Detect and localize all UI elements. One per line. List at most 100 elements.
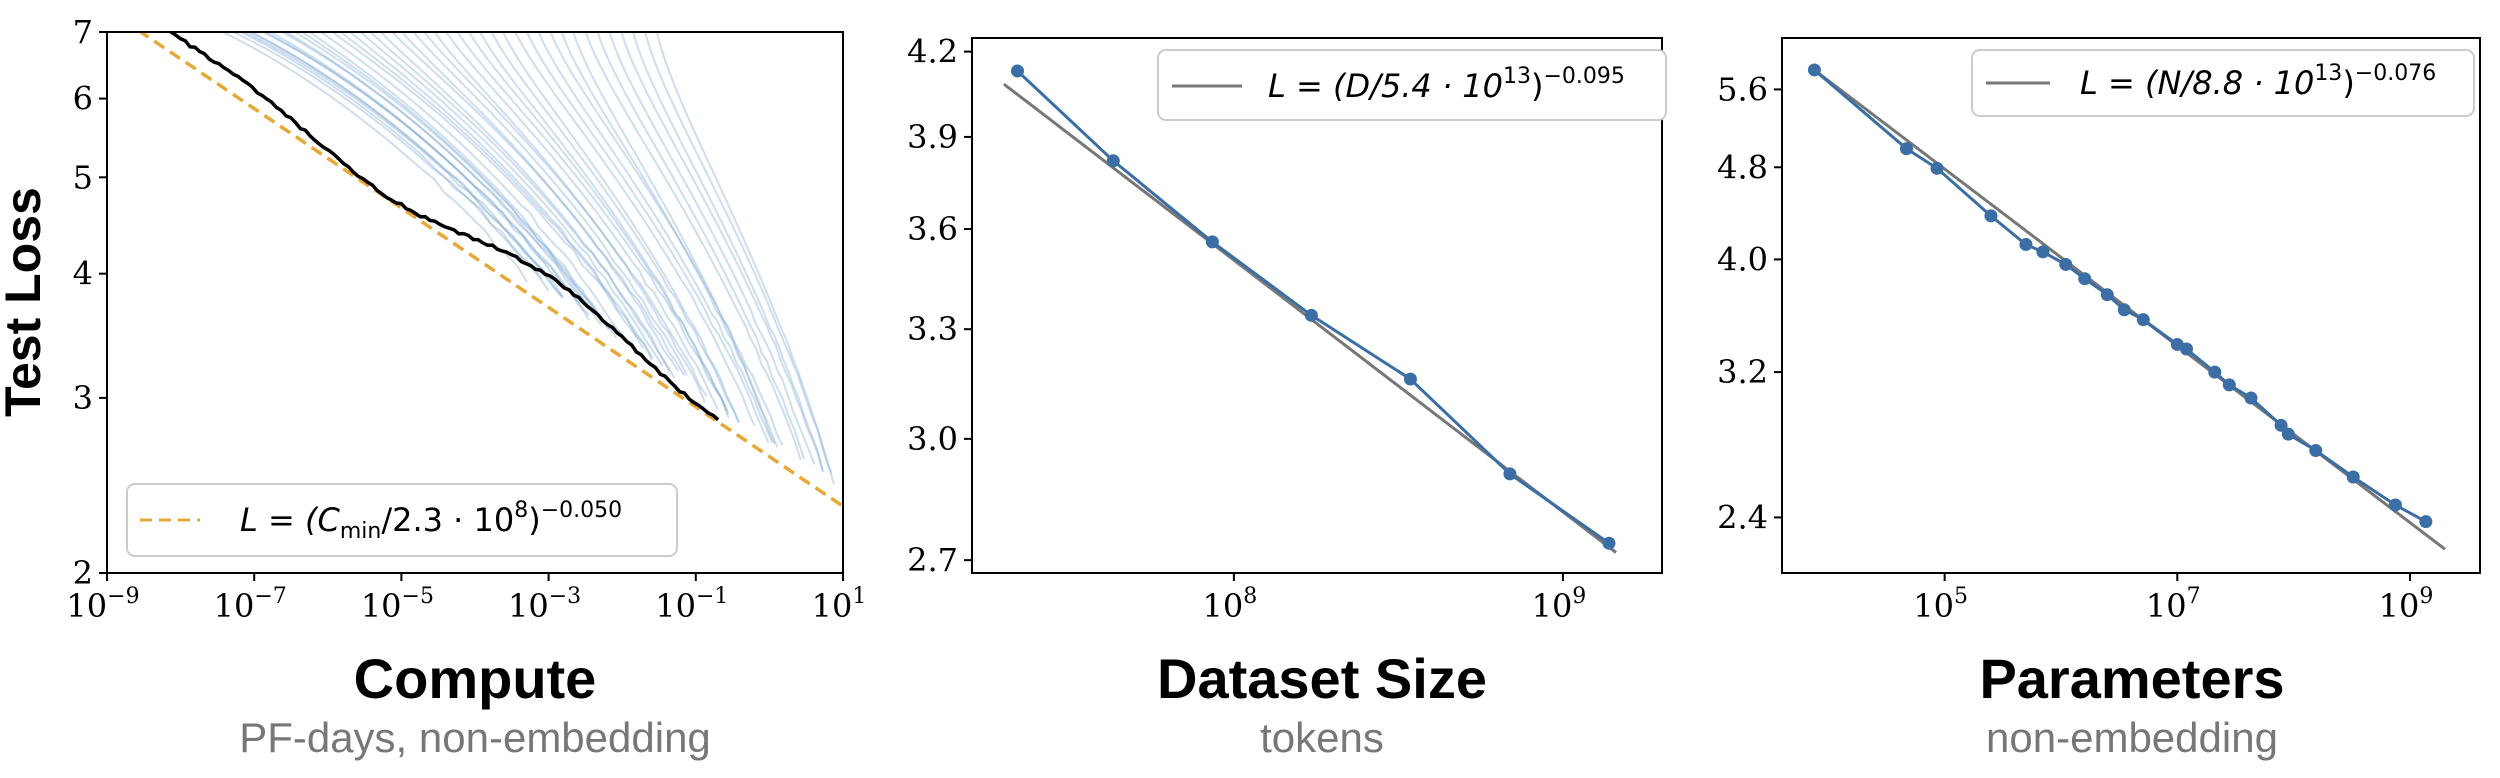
dataset-xtick-label: 109 bbox=[1532, 584, 1587, 625]
training-curve bbox=[549, 32, 784, 446]
dataset-xtick-label: 108 bbox=[1203, 584, 1258, 625]
parameters-data-point bbox=[2117, 303, 2131, 317]
parameters-xtick-label: 107 bbox=[2146, 584, 2201, 625]
parameters-data-point bbox=[2309, 444, 2323, 458]
training-curve bbox=[433, 32, 706, 403]
parameters-data-point bbox=[2100, 288, 2114, 302]
training-curve bbox=[231, 32, 550, 292]
training-curve bbox=[242, 32, 563, 298]
parameters-data-point bbox=[1930, 161, 1944, 175]
training-curve bbox=[444, 32, 719, 410]
compute-x-subtitle: PF-days, non-embedding bbox=[239, 714, 711, 761]
compute-frontier-line bbox=[165, 32, 720, 422]
training-curve bbox=[456, 32, 730, 419]
compute-ytick-label: 3 bbox=[73, 379, 93, 417]
parameters-data-point bbox=[2274, 418, 2288, 432]
parameters-ytick-label: 4.0 bbox=[1717, 240, 1768, 278]
training-curve bbox=[293, 32, 611, 329]
parameters-legend-label: L = (N/8.8 · 1013)−0.076 bbox=[2080, 61, 2436, 102]
parameters-data-point bbox=[2388, 498, 2402, 512]
compute-legend-box bbox=[126, 483, 678, 557]
dataset-x-title: Dataset Size bbox=[1157, 647, 1487, 710]
dataset-ytick-label: 3.6 bbox=[907, 210, 958, 248]
dataset-ytick-label: 3.0 bbox=[907, 420, 958, 458]
compute-xtick-label: 10−3 bbox=[508, 584, 581, 625]
dataset-ytick-label: 4.2 bbox=[907, 33, 958, 71]
parameters-panel: 2.4 3.2 4.0 4.8 5.6 105 107 109 Parameters non-… bbox=[1717, 37, 2481, 761]
parameters-plot-area bbox=[1807, 63, 2446, 551]
parameters-data-point bbox=[2208, 365, 2222, 379]
training-curve bbox=[400, 32, 680, 372]
parameters-ytick-label: 4.8 bbox=[1717, 148, 1768, 186]
compute-legend-label: L = (Cmin/2.3 · 108)−0.050 bbox=[240, 498, 622, 544]
training-curve bbox=[620, 32, 824, 472]
training-curve bbox=[479, 32, 730, 415]
dataset-data-point bbox=[1205, 235, 1219, 249]
compute-x-title: Compute bbox=[354, 647, 597, 710]
compute-ytick-label: 4 bbox=[73, 255, 93, 293]
training-curve bbox=[280, 32, 596, 315]
training-curve bbox=[537, 32, 774, 444]
dataset-data-point bbox=[1602, 536, 1616, 550]
training-curve bbox=[379, 32, 671, 372]
parameters-data-point bbox=[2019, 237, 2033, 251]
dataset-data-point bbox=[1106, 154, 1120, 168]
training-curve bbox=[490, 32, 741, 423]
compute-xtick-label: 10−1 bbox=[655, 584, 728, 625]
training-curve bbox=[525, 32, 770, 444]
training-curve bbox=[412, 32, 688, 376]
training-curve bbox=[655, 32, 836, 485]
dataset-data-point bbox=[1503, 467, 1517, 481]
dataset-legend-label: L = (D/5.4 · 1013)−0.095 bbox=[1268, 64, 1625, 105]
parameters-data-point bbox=[1984, 209, 1998, 223]
dataset-data-point bbox=[1403, 372, 1417, 386]
training-curve bbox=[339, 32, 653, 361]
training-curve bbox=[643, 32, 833, 474]
training-curve bbox=[348, 32, 654, 359]
dataset-x-subtitle: tokens bbox=[1260, 714, 1384, 761]
training-curve bbox=[596, 32, 806, 460]
compute-axis-ticks: 2 3 4 5 6 7 10−9 10−7 10−5 10−3 10−1 101 bbox=[66, 13, 866, 625]
training-curve bbox=[584, 32, 802, 461]
parameters-x-title: Parameters bbox=[1979, 647, 2284, 710]
parameters-data-point bbox=[2281, 427, 2295, 441]
y-axis-label: Test Loss bbox=[0, 187, 51, 417]
training-curve bbox=[319, 32, 624, 337]
compute-fit-line bbox=[137, 32, 843, 508]
dataset-legend-box bbox=[1157, 49, 1667, 121]
compute-xtick-label: 101 bbox=[812, 584, 867, 625]
dataset-plot-area bbox=[1002, 64, 1617, 554]
dataset-panel: 2.7 3.0 3.3 3.6 3.9 4.2 108 109 Dataset Size to… bbox=[907, 33, 1667, 761]
training-curve bbox=[330, 32, 644, 350]
parameters-data-point bbox=[2346, 470, 2360, 484]
dataset-ytick-label: 2.7 bbox=[907, 541, 958, 579]
parameters-data-point bbox=[1807, 63, 1821, 77]
training-curve bbox=[308, 32, 617, 339]
compute-xtick-label: 10−7 bbox=[214, 584, 287, 625]
training-curve bbox=[268, 32, 590, 321]
dataset-ytick-label: 3.3 bbox=[907, 310, 958, 348]
training-curve bbox=[608, 32, 816, 465]
parameters-plot-frame bbox=[1781, 37, 2481, 574]
dataset-data-point bbox=[1011, 64, 1025, 78]
training-curve bbox=[467, 32, 728, 412]
parameters-data-point bbox=[2419, 515, 2433, 529]
dataset-data-line bbox=[1016, 69, 1610, 545]
parameters-xtick-label: 105 bbox=[1913, 584, 1968, 625]
compute-plot-area bbox=[137, 32, 843, 508]
training-curve bbox=[238, 32, 543, 280]
training-curve bbox=[391, 32, 686, 376]
parameters-xtick-label: 109 bbox=[2379, 584, 2434, 625]
training-curve bbox=[369, 32, 676, 379]
training-curve bbox=[572, 32, 776, 445]
training-curve bbox=[514, 32, 756, 427]
parameters-legend: L = (N/8.8 · 1013)−0.076 bbox=[1971, 49, 2475, 117]
dataset-plot-frame bbox=[971, 37, 1663, 574]
compute-ytick-label: 7 bbox=[73, 13, 93, 51]
training-curve bbox=[631, 32, 825, 473]
dataset-axis-ticks: 2.7 3.0 3.3 3.6 3.9 4.2 108 109 bbox=[907, 33, 1586, 625]
training-curve bbox=[560, 32, 779, 448]
compute-plot-frame bbox=[106, 31, 844, 574]
